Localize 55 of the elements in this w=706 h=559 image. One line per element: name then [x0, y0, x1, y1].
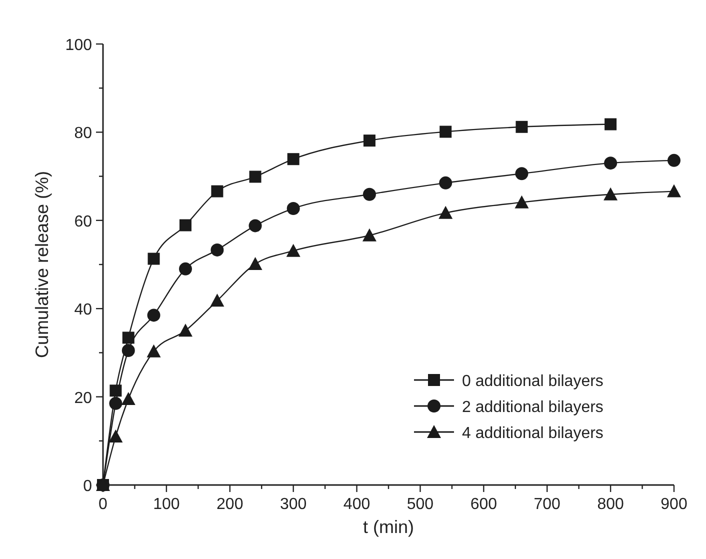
legend-label: 0 additional bilayers	[462, 373, 604, 390]
point	[363, 134, 376, 147]
point	[210, 294, 224, 307]
point	[667, 184, 681, 198]
point	[179, 219, 192, 232]
y-tick-label: 20	[74, 390, 92, 407]
x-tick-label: 300	[280, 496, 307, 513]
point	[146, 344, 161, 358]
point	[439, 176, 452, 190]
x-tick-label: 400	[343, 496, 370, 513]
point	[362, 188, 376, 201]
point	[287, 153, 300, 166]
point	[248, 219, 262, 232]
point	[286, 244, 300, 257]
y-tick-label: 0	[83, 478, 92, 495]
point	[668, 154, 680, 167]
x-tick-label: 500	[406, 496, 434, 513]
point	[148, 252, 160, 265]
point	[108, 429, 123, 442]
x-tick-label: 900	[660, 496, 688, 513]
point	[122, 344, 135, 357]
x-tick-label: 100	[153, 496, 180, 513]
point	[248, 257, 262, 270]
x-tick-label: 800	[597, 496, 624, 513]
point	[211, 185, 224, 198]
x-axis-title: t (min)	[363, 517, 414, 537]
point	[178, 262, 192, 276]
x-tick-label: 0	[98, 496, 108, 513]
point	[514, 195, 529, 208]
legend-label: 2 additional bilayers	[462, 399, 604, 416]
point	[147, 308, 160, 322]
y-tick-label: 80	[74, 125, 92, 142]
point	[210, 243, 224, 256]
y-tick-label: 40	[74, 302, 92, 319]
point	[286, 202, 300, 215]
point	[516, 120, 528, 133]
x-tick-label: 200	[216, 496, 244, 513]
point	[604, 187, 618, 200]
point	[362, 228, 376, 242]
point	[249, 170, 262, 183]
point	[440, 126, 452, 138]
x-tick-label: 600	[470, 496, 498, 513]
point	[109, 396, 122, 410]
point	[178, 324, 192, 337]
point	[604, 118, 617, 130]
point	[438, 206, 453, 219]
legend-label: 4 additional bilayers	[462, 425, 604, 442]
point	[121, 392, 136, 406]
y-tick-label: 60	[74, 213, 92, 230]
y-axis-title: Cumulative release (%)	[32, 170, 52, 358]
y-tick-label: 100	[65, 37, 92, 54]
point	[604, 156, 618, 170]
point	[122, 332, 134, 344]
x-tick-label: 700	[534, 496, 561, 513]
point	[515, 167, 528, 180]
